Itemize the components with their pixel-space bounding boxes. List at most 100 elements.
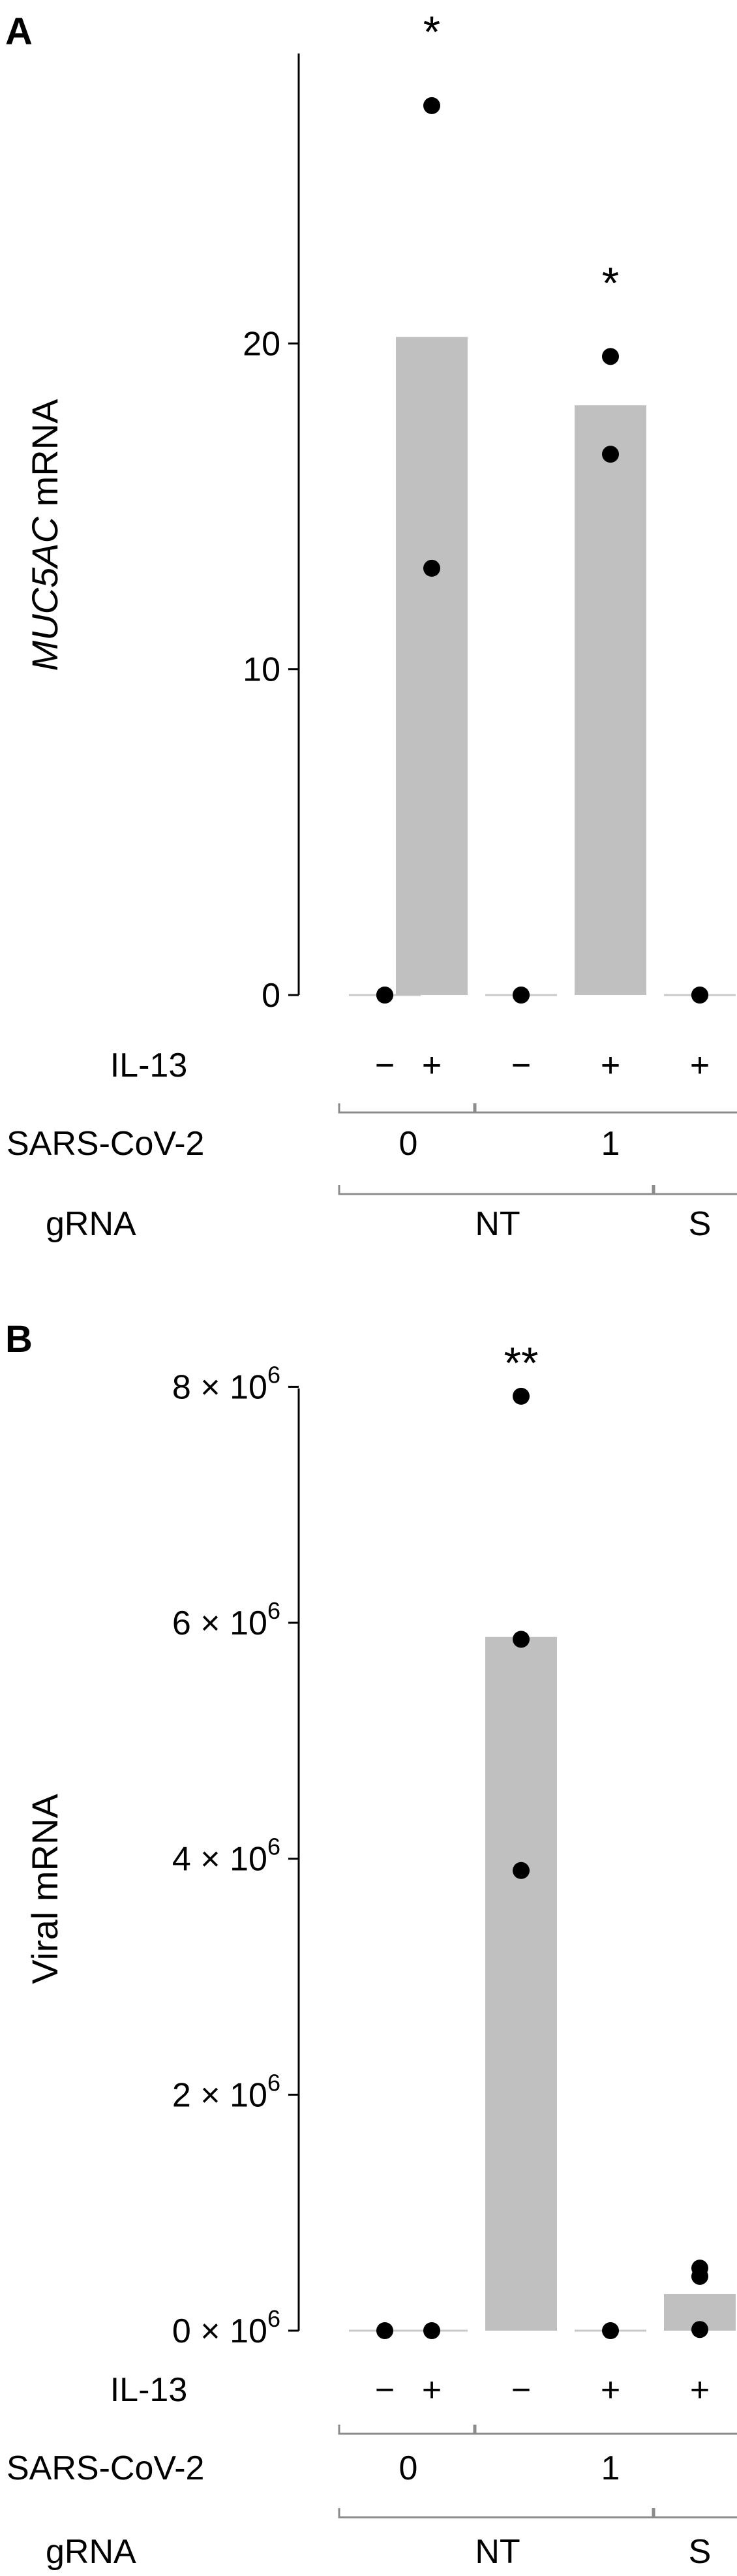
y-tick-exponent: 6 (267, 2305, 280, 2332)
sars-group-label: 1 (601, 1125, 620, 1163)
data-point (423, 559, 440, 577)
sars-group-label: 1 (601, 2449, 620, 2487)
panel-a-y-label-rest: mRNA (24, 399, 65, 517)
bar (485, 1636, 557, 2331)
sars-bracket (474, 2425, 737, 2435)
sars-group-label: 0 (399, 2449, 418, 2487)
il13-sign: − (375, 1047, 395, 1084)
grna-group-label: NT (475, 1205, 520, 1243)
bar (396, 337, 468, 995)
data-point (691, 987, 708, 1004)
panel-a-row-label-sars: SARS-CoV-2 (7, 1125, 204, 1163)
significance-marker: * (423, 7, 440, 57)
data-point (602, 348, 619, 365)
y-tick-mantissa: 4 (172, 1841, 200, 1878)
svg-text:MUC5AC mRNA: MUC5AC mRNA (24, 399, 65, 671)
il13-sign: + (690, 1047, 710, 1084)
il13-sign: + (422, 1047, 442, 1084)
panel-a-conditions: − + − + + (375, 1047, 710, 1084)
panel-b-groups: 0 1 NT S (338, 2425, 737, 2571)
panel-b-row-label-sars: SARS-CoV-2 (7, 2449, 204, 2487)
y-tick-base: 10 (230, 2076, 267, 2114)
panel-a-row-label-il13: IL-13 (110, 1047, 188, 1084)
y-tick-mantissa: 8 (172, 1368, 200, 1406)
panel-a-bars (349, 337, 736, 996)
data-point (513, 1862, 530, 1879)
data-point (602, 2322, 619, 2339)
data-point (513, 1631, 530, 1648)
y-tick-exponent: 6 (267, 1361, 280, 1388)
sars-bracket (338, 1103, 475, 1114)
panel-a-letter: A (5, 10, 33, 53)
y-tick-base: 10 (230, 1368, 267, 1406)
y-tick-times: × (200, 1368, 230, 1406)
y-tick-times: × (200, 2312, 230, 2350)
data-point (513, 1387, 530, 1405)
bar (575, 405, 646, 995)
y-tick-label: 10 (243, 651, 280, 689)
il13-sign: − (511, 1047, 531, 1084)
data-point (513, 987, 530, 1004)
panel-b-y-label: Viral mRNA (24, 1794, 65, 1984)
grna-group-label: NT (475, 2533, 520, 2571)
y-tick-label: 0 (262, 977, 280, 1015)
y-tick-base: 10 (230, 1841, 267, 1878)
y-tick-times: × (200, 2076, 230, 2114)
data-point (423, 97, 440, 114)
panel-a-y-label-italic: MUC5AC (24, 516, 65, 671)
panel-a-significance: ** (423, 7, 619, 308)
panel-a-y-label: MUC5AC mRNA (24, 399, 65, 671)
il13-sign: − (511, 2371, 531, 2409)
panel-b-points (376, 1387, 708, 2339)
grna-bracket (653, 2508, 737, 2519)
y-tick-label: 8 × 106 (172, 1361, 280, 1406)
il13-sign: − (375, 2371, 395, 2409)
y-tick-mantissa: 2 (172, 2076, 200, 2114)
y-tick-mantissa: 6 (172, 1604, 200, 1642)
grna-bracket (338, 2508, 654, 2519)
y-tick-label: 4 × 106 (172, 1833, 280, 1878)
grna-group-label: S (689, 1205, 712, 1243)
panel-a-groups: 0 1 NT S (338, 1103, 737, 1243)
panel-a-row-label-grna: gRNA (46, 1205, 136, 1243)
y-tick-exponent: 6 (267, 1833, 280, 1860)
y-tick-times: × (200, 1841, 230, 1878)
il13-sign: + (422, 2371, 442, 2409)
significance-marker: * (602, 258, 619, 308)
significance-marker: ** (504, 1338, 539, 1388)
panel-a-points (376, 97, 708, 1004)
y-tick-exponent: 6 (267, 2069, 280, 2096)
sars-bracket (338, 2425, 475, 2435)
il13-sign: + (601, 1047, 620, 1084)
data-point (423, 2322, 440, 2339)
grna-group-label: S (689, 2533, 712, 2571)
y-tick-base: 10 (230, 1604, 267, 1642)
y-tick-label: 2 × 106 (172, 2069, 280, 2114)
y-tick-label: 6 × 106 (172, 1597, 280, 1642)
panel-b-bars (349, 1636, 736, 2332)
data-point (376, 987, 393, 1004)
y-tick-base: 10 (230, 2312, 267, 2350)
data-point (691, 2267, 708, 2285)
y-tick-label: 20 (243, 325, 280, 363)
data-point (376, 2322, 393, 2339)
panel-b-significance: ** (504, 1338, 539, 1388)
y-tick-label: 0 × 106 (172, 2305, 280, 2350)
sars-bracket (474, 1103, 737, 1114)
panel-b-row-label-il13: IL-13 (110, 2371, 188, 2409)
sars-group-label: 0 (399, 1125, 418, 1163)
panel-b-row-label-grna: gRNA (46, 2533, 136, 2571)
panel-b-letter: B (5, 1318, 33, 1360)
panel-b-conditions: − + − + + (375, 2371, 710, 2409)
data-point (602, 446, 619, 463)
grna-bracket (653, 1185, 737, 1195)
data-point (691, 2321, 708, 2338)
panel-a-y-ticks: 0 10 20 (243, 325, 299, 1015)
grna-bracket (338, 1185, 654, 1195)
y-tick-times: × (200, 1604, 230, 1642)
y-tick-mantissa: 0 (172, 2312, 200, 2350)
